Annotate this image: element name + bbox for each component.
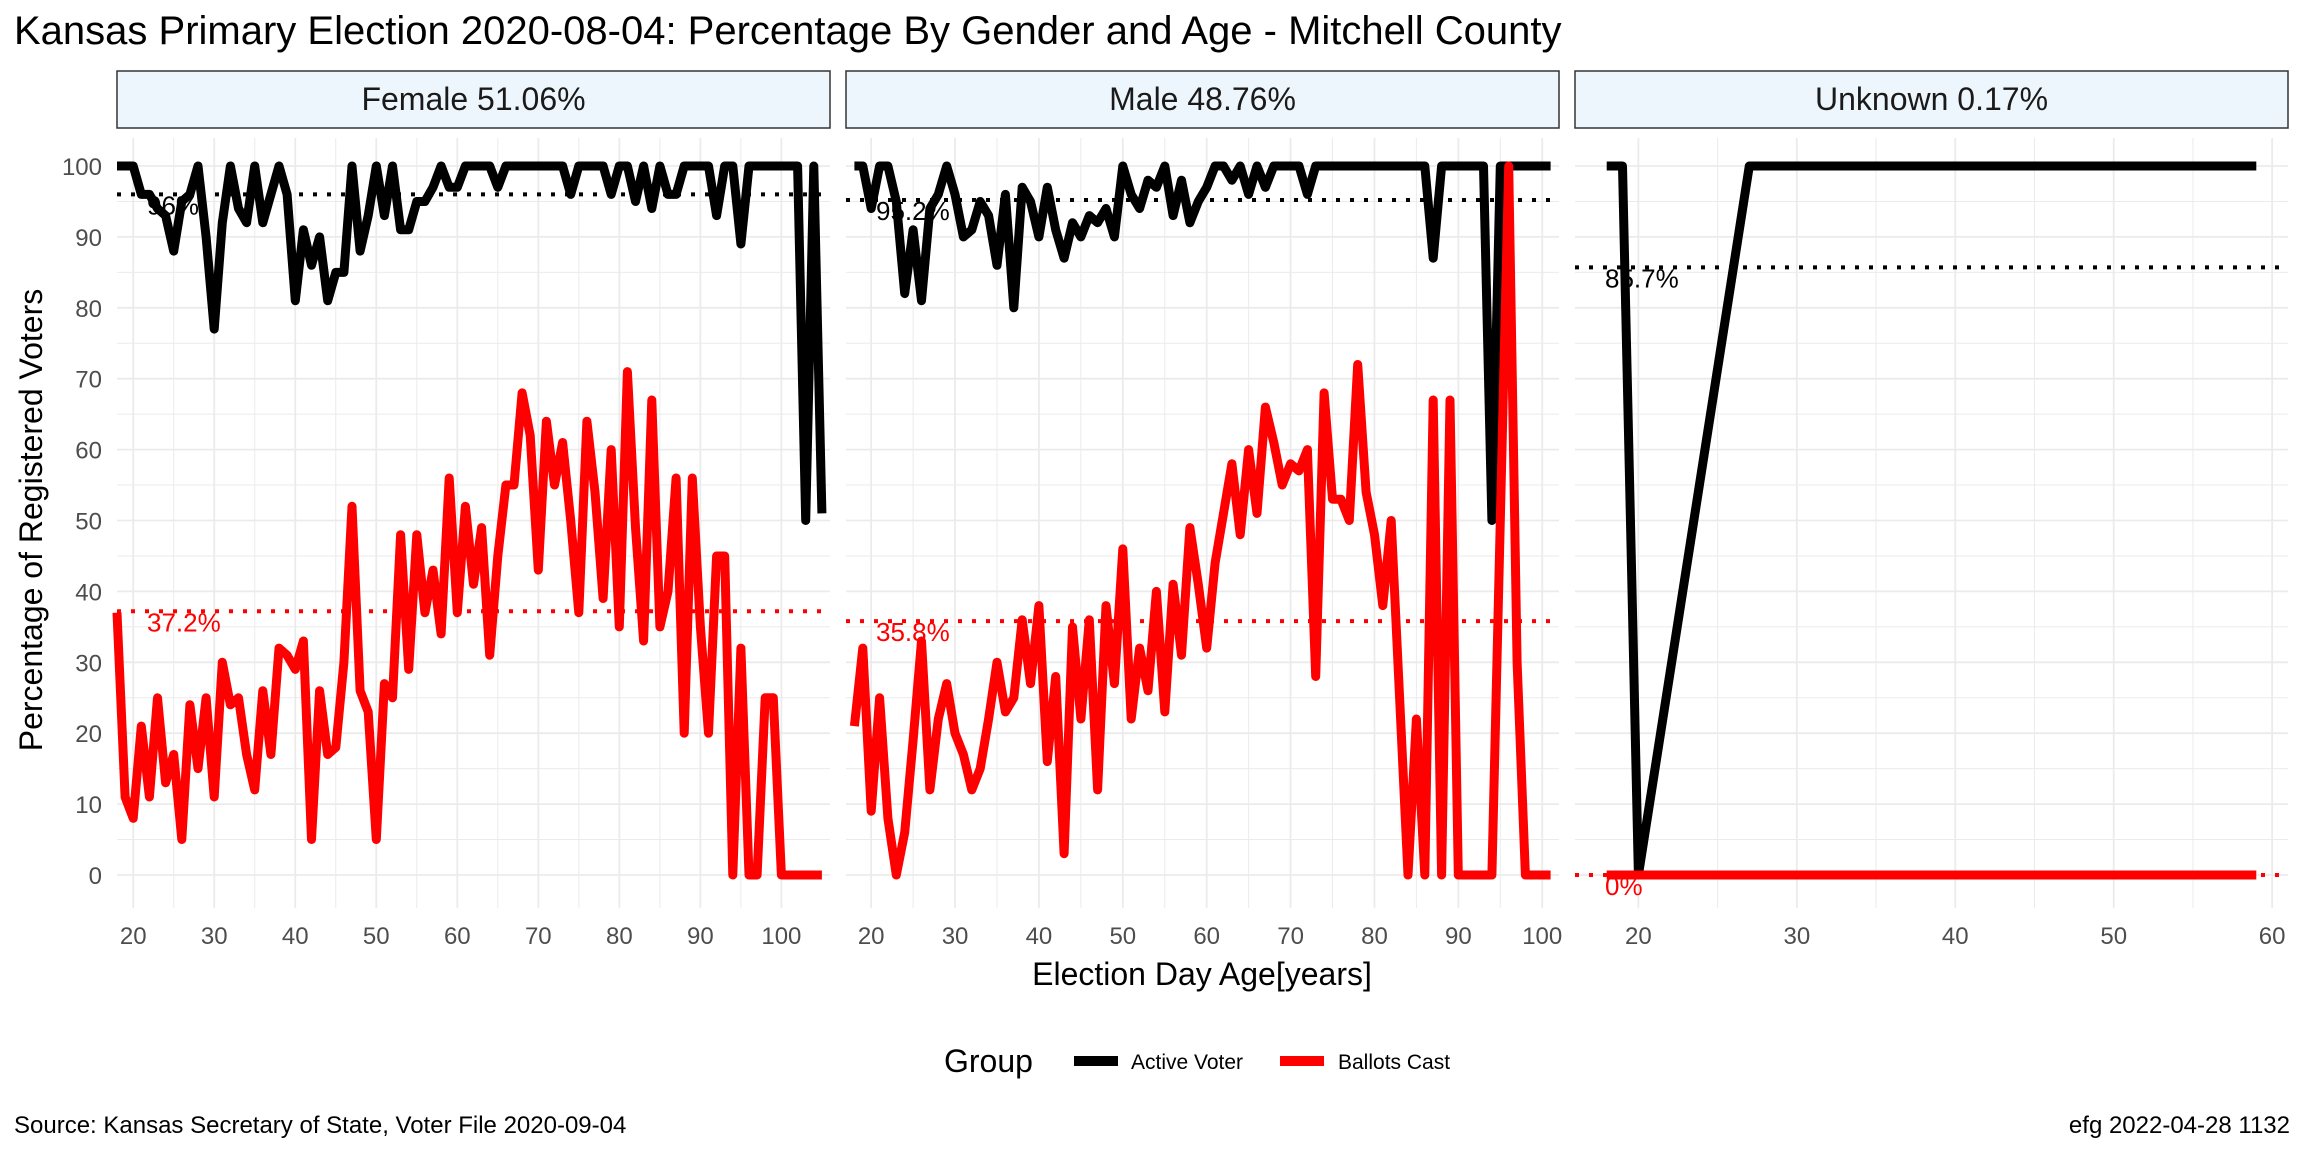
reference-label-ballots-cast: 35.8% bbox=[876, 617, 950, 647]
x-tick-label: 20 bbox=[858, 923, 885, 950]
facet-strip bbox=[845, 70, 1560, 129]
reference-label-ballots-cast: 37.2% bbox=[147, 607, 221, 637]
x-tick-label: 80 bbox=[606, 923, 633, 950]
x-tick-label: 40 bbox=[1026, 923, 1053, 950]
facet-panels: Female 51.06% 96% 37.2% 0 10 20 30 40 50 60 70 80 90… bbox=[62, 70, 2289, 950]
y-tick-label: 0 bbox=[89, 863, 102, 890]
x-tick-label: 30 bbox=[201, 923, 228, 950]
source-caption: Source: Kansas Secretary of State, Voter… bbox=[14, 1112, 626, 1139]
x-tick-label: 60 bbox=[2259, 923, 2286, 950]
x-tick-label: 20 bbox=[120, 923, 147, 950]
x-tick-label: 70 bbox=[525, 923, 552, 950]
chart-title: Kansas Primary Election 2020-08-04: Perc… bbox=[14, 9, 1562, 53]
legend: Group Active Voter Ballots Cast bbox=[944, 1043, 1450, 1079]
reference-label-ballots-cast: 0% bbox=[1605, 871, 1643, 901]
x-tick-label: 90 bbox=[687, 923, 714, 950]
facet-strip bbox=[116, 70, 831, 129]
x-tick-label: 30 bbox=[1783, 923, 1810, 950]
legend-label-ballots-cast: Ballots Cast bbox=[1338, 1051, 1450, 1074]
x-tick-label: 50 bbox=[2100, 923, 2127, 950]
facet-strip bbox=[1574, 70, 2289, 129]
x-tick-label: 50 bbox=[1109, 923, 1136, 950]
y-tick-label: 30 bbox=[75, 650, 102, 677]
x-tick-label: 30 bbox=[942, 923, 969, 950]
panel-unknown: Unknown 0.17% 85.7% 0% 20 30 40 50 60 bbox=[1574, 70, 2289, 950]
legend-label-active-voter: Active Voter bbox=[1131, 1051, 1243, 1074]
series-line-ballots-cast bbox=[849, 161, 1551, 880]
reference-label-active-voter: 95.2% bbox=[876, 196, 950, 226]
x-tick-label: 40 bbox=[282, 923, 309, 950]
facet-strip-label: Unknown 0.17% bbox=[1815, 81, 2048, 117]
x-tick-label: 90 bbox=[1445, 923, 1472, 950]
x-tick-label: 100 bbox=[761, 923, 801, 950]
panel-male: Male 48.76% 95.2% 35.8% 20 30 40 50 60 70 80 90 100 bbox=[845, 70, 1562, 950]
y-tick-label: 90 bbox=[75, 225, 102, 252]
x-tick-label: 40 bbox=[1942, 923, 1969, 950]
y-tick-label: 100 bbox=[62, 154, 102, 181]
x-axis-title: Election Day Age[years] bbox=[1032, 956, 1372, 992]
x-tick-label: 50 bbox=[363, 923, 390, 950]
reference-label-active-voter: 96% bbox=[147, 190, 199, 220]
series-line-ballots-cast bbox=[112, 367, 822, 880]
x-tick-label: 60 bbox=[444, 923, 471, 950]
y-tick-label: 70 bbox=[75, 367, 102, 394]
legend-title: Group bbox=[944, 1043, 1033, 1079]
y-tick-label: 20 bbox=[75, 721, 102, 748]
y-tick-label: 80 bbox=[75, 296, 102, 323]
y-tick-label: 10 bbox=[75, 792, 102, 819]
y-tick-label: 40 bbox=[75, 579, 102, 606]
y-tick-label: 60 bbox=[75, 438, 102, 465]
series-line-active-voter bbox=[854, 161, 1551, 525]
panel-female: Female 51.06% 96% 37.2% 0 10 20 30 40 50 60 70 80 90… bbox=[62, 70, 831, 950]
x-tick-label: 80 bbox=[1361, 923, 1388, 950]
x-tick-label: 70 bbox=[1277, 923, 1304, 950]
series-line-active-voter bbox=[1606, 161, 2257, 880]
facet-strip-label: Female 51.06% bbox=[361, 81, 585, 117]
x-tick-label: 20 bbox=[1625, 923, 1652, 950]
y-tick-label: 50 bbox=[75, 509, 102, 536]
facet-strip-label: Male 48.76% bbox=[1109, 81, 1296, 117]
y-axis-title: Percentage of Registered Voters bbox=[13, 289, 49, 752]
x-tick-label: 100 bbox=[1522, 923, 1562, 950]
series-line-active-voter bbox=[117, 161, 827, 525]
credit-caption: efg 2022-04-28 1132 bbox=[2069, 1112, 2290, 1139]
reference-label-active-voter: 85.7% bbox=[1605, 263, 1679, 293]
x-tick-label: 60 bbox=[1193, 923, 1220, 950]
